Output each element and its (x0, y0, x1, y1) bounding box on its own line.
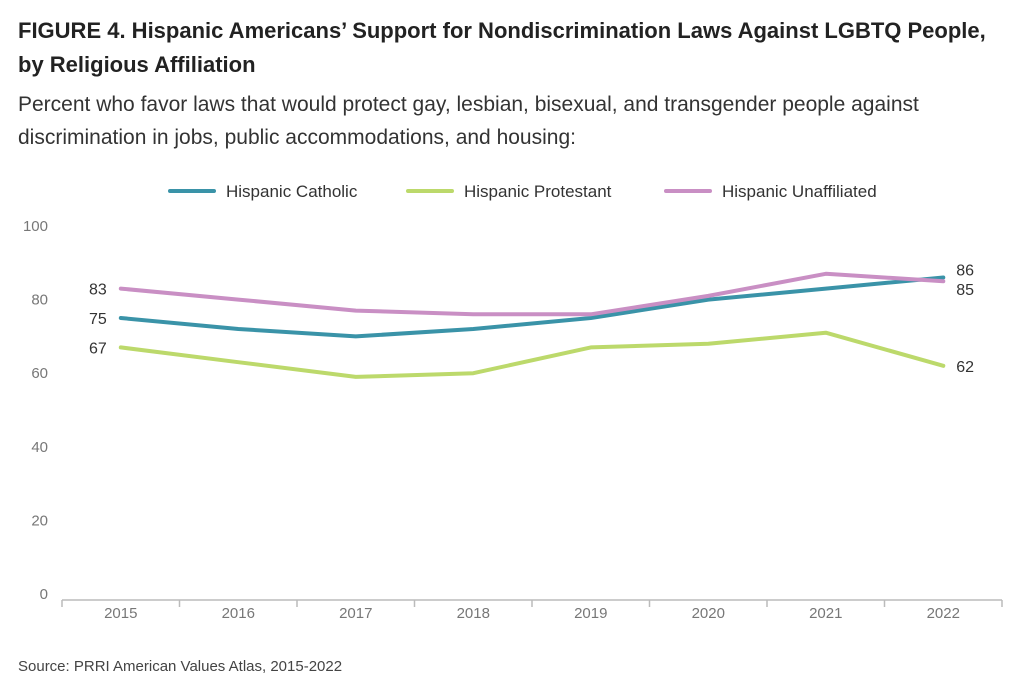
series-line (118, 330, 946, 379)
x-tick-label: 2015 (104, 605, 137, 622)
x-tick-label: 2019 (574, 605, 607, 622)
series-line (118, 271, 946, 317)
data-label: 83 (89, 282, 107, 299)
chart-title: FIGURE 4. Hispanic Americans’ Support fo… (18, 18, 986, 77)
y-tick-label: 20 (31, 512, 48, 529)
y-tick-label: 0 (40, 586, 48, 603)
data-label: 62 (956, 359, 974, 376)
y-tick-label: 60 (31, 365, 48, 382)
chart-subtitle: Percent who favor laws that would protec… (18, 93, 919, 149)
y-tick-label: 40 (31, 439, 48, 456)
legend-label: Hispanic Catholic (226, 182, 358, 201)
source-note: Source: PRRI American Values Atlas, 2015… (18, 658, 343, 675)
data-label: 85 (956, 282, 974, 299)
legend-label: Hispanic Unaffiliated (722, 182, 877, 201)
x-tick-label: 2016 (222, 605, 255, 622)
legend-label: Hispanic Protestant (464, 182, 612, 201)
x-tick-label: 2021 (809, 605, 842, 622)
y-tick-label: 80 (31, 292, 48, 309)
series-line (118, 275, 946, 339)
data-label: 86 (956, 263, 974, 280)
y-tick-label: 100 (23, 218, 48, 235)
x-tick-label: 2020 (692, 605, 725, 622)
data-label: 67 (89, 340, 107, 357)
x-tick-label: 2022 (927, 605, 960, 622)
data-label: 75 (89, 311, 107, 328)
x-tick-label: 2017 (339, 605, 372, 622)
x-tick-label: 2018 (457, 605, 490, 622)
